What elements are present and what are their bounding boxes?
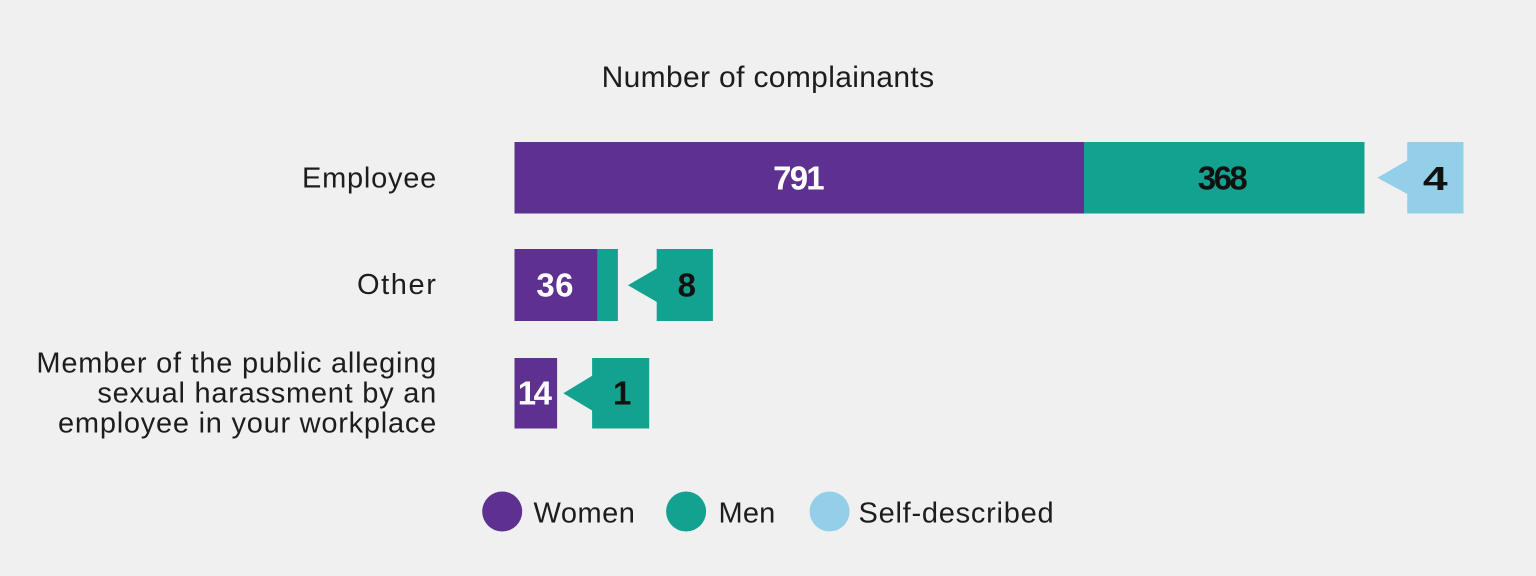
svg-text:sexual harassment by an: sexual harassment by an [97,377,437,409]
svg-text:Men: Men [719,497,776,529]
svg-text:Member of the public alleging: Member of the public alleging [36,347,437,379]
svg-text:36: 36 [536,267,574,304]
svg-text:employee in your workplace: employee in your workplace [58,408,437,440]
svg-text:Women: Women [534,497,636,529]
svg-text:14: 14 [518,375,553,412]
svg-text:4: 4 [1423,161,1448,197]
svg-text:8: 8 [678,267,696,304]
svg-text:791: 791 [773,159,824,196]
svg-text:368: 368 [1198,159,1248,196]
svg-text:Self-described: Self-described [859,497,1055,529]
svg-text:Other: Other [357,269,438,301]
svg-text:Number of complainants: Number of complainants [602,61,935,94]
svg-text:Employee: Employee [302,162,437,194]
svg-text:1: 1 [613,375,631,412]
